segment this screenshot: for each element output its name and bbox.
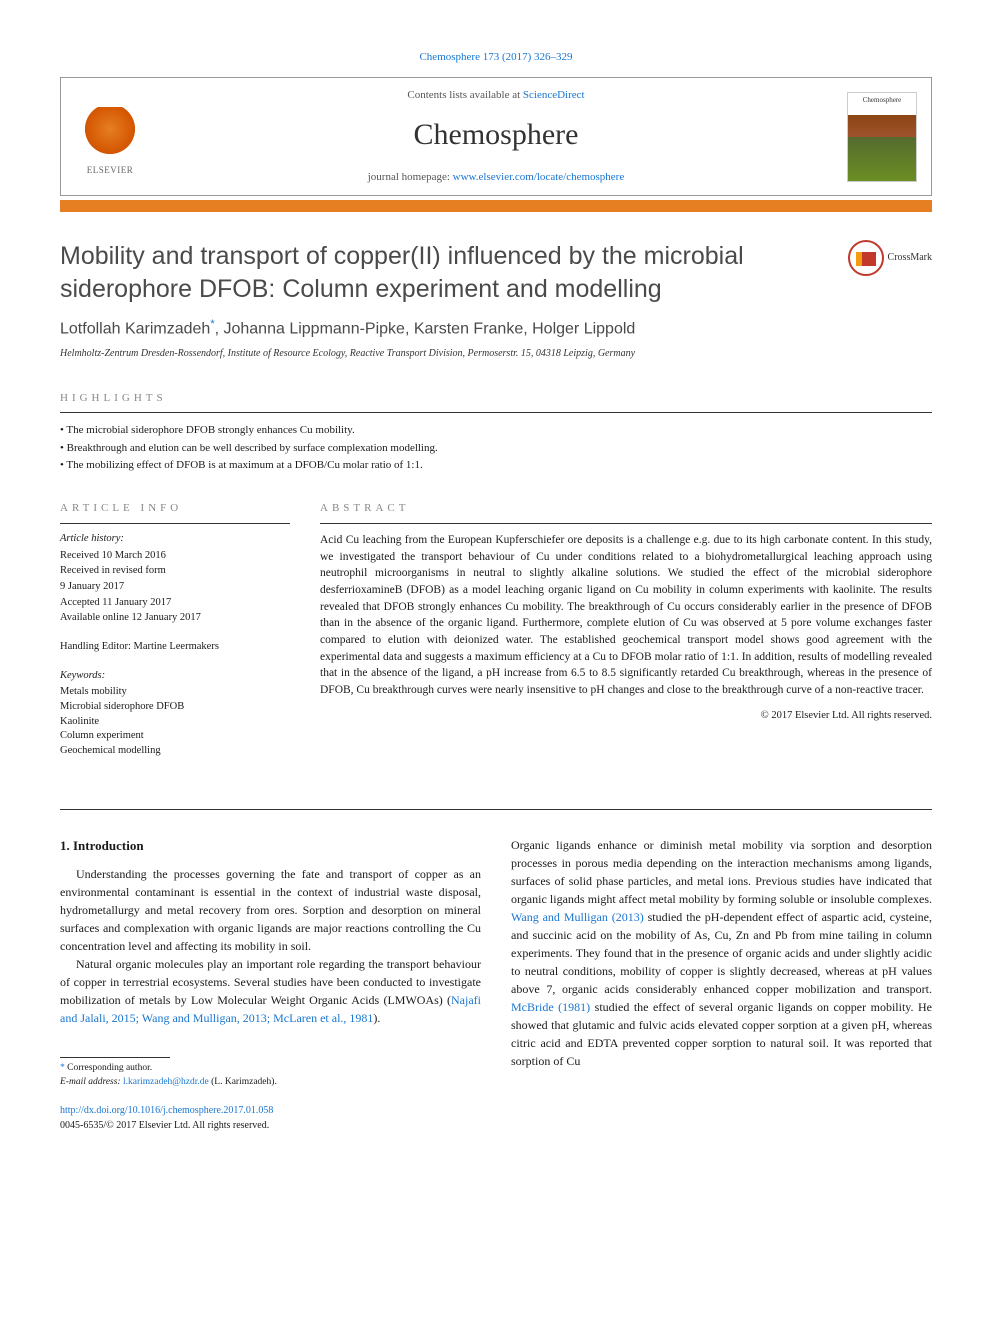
abstract-copyright: © 2017 Elsevier Ltd. All rights reserved… — [320, 709, 932, 724]
authors-rest: , Johanna Lippmann-Pipke, Karsten Franke… — [215, 321, 636, 338]
journal-name: Chemosphere — [145, 114, 847, 156]
citation-ref[interactable]: McBride (1981) — [511, 1000, 590, 1014]
highlights-section: HIGHLIGHTS The microbial siderophore DFO… — [60, 391, 932, 474]
keyword: Column experiment — [60, 729, 290, 744]
article-info-label: ARTICLE INFO — [60, 501, 290, 516]
doi-block: http://dx.doi.org/10.1016/j.chemosphere.… — [60, 1103, 481, 1133]
history-item: Received in revised form — [60, 564, 290, 579]
homepage-line: journal homepage: www.elsevier.com/locat… — [145, 170, 847, 185]
affiliation: Helmholtz-Zentrum Dresden-Rossendorf, In… — [60, 347, 932, 361]
keywords-label: Keywords: — [60, 669, 290, 684]
history-item: Received 10 March 2016 — [60, 549, 290, 564]
journal-header-box: ELSEVIER Contents lists available at Sci… — [60, 77, 932, 196]
homepage-link[interactable]: www.elsevier.com/locate/chemosphere — [453, 171, 625, 183]
citation-line: Chemosphere 173 (2017) 326–329 — [60, 50, 932, 65]
body-text: Natural organic molecules play an import… — [60, 957, 481, 1007]
body-text: Organic ligands enhance or diminish meta… — [511, 838, 932, 906]
footnote-star-icon: * — [60, 1063, 65, 1073]
keyword: Geochemical modelling — [60, 744, 290, 759]
homepage-prefix: journal homepage: — [368, 171, 453, 183]
abstract-label: ABSTRACT — [320, 501, 932, 516]
contents-prefix: Contents lists available at — [407, 89, 522, 101]
authors-line: Lotfollah Karimzadeh*, Johanna Lippmann-… — [60, 317, 932, 341]
footnote-corresponding: Corresponding author. — [67, 1063, 152, 1073]
article-title: Mobility and transport of copper(II) inf… — [60, 240, 828, 305]
footnote-email-name: (L. Karimzadeh). — [211, 1077, 277, 1087]
abstract-column: ABSTRACT Acid Cu leaching from the Europ… — [320, 501, 932, 758]
body-text: ). — [373, 1011, 380, 1025]
handling-editor: Handling Editor: Martine Leermakers — [60, 640, 290, 655]
history-item: Accepted 11 January 2017 — [60, 596, 290, 611]
author-corresponding: Lotfollah Karimzadeh — [60, 321, 210, 338]
body-column-right: Organic ligands enhance or diminish meta… — [511, 836, 932, 1133]
highlights-label: HIGHLIGHTS — [60, 391, 932, 406]
citation-ref[interactable]: Wang and Mulligan (2013) — [511, 910, 644, 924]
highlight-item: Breakthrough and elution can be well des… — [60, 441, 932, 456]
article-info-column: ARTICLE INFO Article history: Received 1… — [60, 501, 290, 758]
contents-available-line: Contents lists available at ScienceDirec… — [145, 88, 847, 103]
body-columns: 1. Introduction Understanding the proces… — [60, 836, 932, 1133]
abstract-text: Acid Cu leaching from the European Kupfe… — [320, 532, 932, 699]
footnote-block: * Corresponding author. E-mail address: … — [60, 1062, 481, 1089]
footnote-email-link[interactable]: l.karimzadeh@hzdr.de — [123, 1077, 209, 1087]
section-heading: 1. Introduction — [60, 836, 481, 856]
issn-copyright: 0045-6535/© 2017 Elsevier Ltd. All right… — [60, 1118, 481, 1133]
accent-bar — [60, 200, 932, 212]
history-label: Article history: — [60, 532, 290, 547]
body-rule — [60, 809, 932, 810]
elsevier-tree-icon — [85, 107, 135, 162]
body-paragraph: Understanding the processes governing th… — [60, 865, 481, 955]
footnote-email-label: E-mail address: — [60, 1077, 121, 1087]
citation-link[interactable]: Chemosphere 173 (2017) 326–329 — [419, 51, 572, 63]
elsevier-logo: ELSEVIER — [75, 97, 145, 177]
body-column-left: 1. Introduction Understanding the proces… — [60, 836, 481, 1133]
sciencedirect-link[interactable]: ScienceDirect — [523, 89, 585, 101]
crossmark-badge[interactable]: CrossMark — [848, 240, 932, 276]
highlights-rule — [60, 412, 932, 413]
crossmark-label: CrossMark — [888, 251, 932, 265]
body-paragraph: Natural organic molecules play an import… — [60, 955, 481, 1027]
article-info-rule — [60, 523, 290, 524]
doi-link[interactable]: http://dx.doi.org/10.1016/j.chemosphere.… — [60, 1105, 273, 1116]
history-item: 9 January 2017 — [60, 580, 290, 595]
elsevier-label: ELSEVIER — [87, 164, 134, 177]
keyword: Microbial siderophore DFOB — [60, 700, 290, 715]
crossmark-icon — [848, 240, 884, 276]
journal-cover-thumbnail: Chemosphere — [847, 92, 917, 182]
history-item: Available online 12 January 2017 — [60, 611, 290, 626]
body-paragraph: Organic ligands enhance or diminish meta… — [511, 836, 932, 1070]
keyword: Metals mobility — [60, 685, 290, 700]
footnote-separator — [60, 1057, 170, 1058]
keyword: Kaolinite — [60, 715, 290, 730]
abstract-rule — [320, 523, 932, 524]
highlight-item: The mobilizing effect of DFOB is at maxi… — [60, 458, 932, 473]
cover-label: Chemosphere — [863, 96, 902, 104]
highlight-item: The microbial siderophore DFOB strongly … — [60, 423, 932, 438]
